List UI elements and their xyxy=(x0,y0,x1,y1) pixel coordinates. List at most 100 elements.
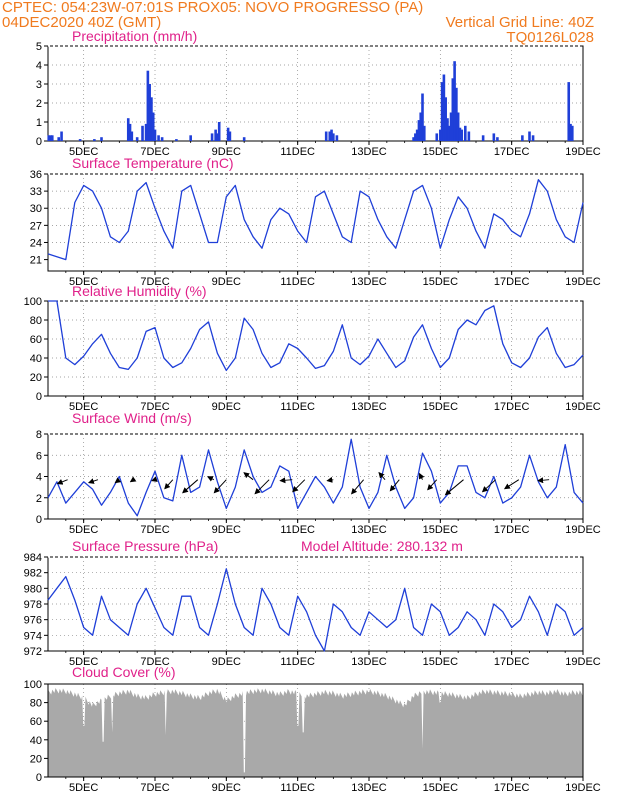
precip-bar xyxy=(531,135,535,141)
panel-frame xyxy=(47,173,584,272)
precip-bar xyxy=(456,112,460,141)
precip-bar xyxy=(324,131,328,141)
wind-arrow xyxy=(444,479,464,496)
y-tick-label: 4 xyxy=(36,472,42,484)
precip-bar xyxy=(528,131,531,141)
wind-arrow xyxy=(56,479,68,485)
precip-bar xyxy=(175,139,178,141)
precip-bar xyxy=(216,133,219,141)
wind-arrow xyxy=(164,479,174,490)
x-tick-label: 9DEC xyxy=(212,401,241,413)
x-tick-label: 13DEC xyxy=(351,276,387,288)
precip-bar xyxy=(496,137,499,141)
wind-arrow xyxy=(419,472,425,480)
precip-bar xyxy=(330,129,333,141)
x-tick-label: 15DEC xyxy=(423,276,459,288)
y-tick-label: 100 xyxy=(24,296,42,308)
precip-bar xyxy=(439,129,442,141)
x-tick-label: 7DEC xyxy=(140,782,169,794)
precip-bar xyxy=(146,70,150,141)
precip-bar xyxy=(130,131,134,141)
precip-bar xyxy=(151,112,155,141)
header-datetime: 04DEC2020 40Z (GMT) xyxy=(2,14,162,31)
precip-bar xyxy=(464,125,467,141)
precip-bar xyxy=(446,118,449,141)
precip-bar xyxy=(455,87,458,141)
x-tick-label: 19DEC xyxy=(565,782,601,794)
x-tick-label: 15DEC xyxy=(423,146,459,158)
x-tick-label: 7DEC xyxy=(140,276,169,288)
x-tick-label: 15DEC xyxy=(423,401,459,413)
x-tick-label: 13DEC xyxy=(351,782,387,794)
precip-bar xyxy=(153,129,157,141)
precip-bar xyxy=(49,135,53,141)
wind-arrow xyxy=(326,476,334,483)
y-tick-label: 36 xyxy=(30,169,42,181)
y-tick-label: 27 xyxy=(30,220,42,232)
panel-title: Relative Humidity (%) xyxy=(72,283,207,299)
x-tick-label: 17DEC xyxy=(494,401,530,413)
x-tick-label: 7DEC xyxy=(140,146,169,158)
x-tick-label: 5DEC xyxy=(69,782,98,794)
cloud-area xyxy=(48,688,583,777)
header-station-line: CPTEC: 054:23W-07:01S PROX05: NOVO PROGR… xyxy=(2,0,424,16)
panel-3: 0 20 40 60 80 100 5DEC 7DEC 9DEC 11DEC 13DEC 15DEC 1… xyxy=(24,283,601,413)
precip-bar xyxy=(415,129,419,141)
precip-bar xyxy=(449,112,453,141)
x-tick-label: 9DEC xyxy=(212,524,241,536)
precip-bar xyxy=(417,120,421,141)
precip-bar xyxy=(157,135,160,141)
wind-arrow xyxy=(279,477,293,484)
wind-arrow xyxy=(427,479,438,491)
wind-arrow xyxy=(503,479,520,490)
series-line xyxy=(47,179,584,261)
y-tick-label: 6 xyxy=(36,450,42,462)
header-model-id: TQ0126L028 xyxy=(506,29,594,46)
x-tick-label: 17DEC xyxy=(494,656,530,668)
y-tick-label: 0 xyxy=(36,514,42,526)
precip-bar xyxy=(521,135,524,141)
precip-bar xyxy=(226,127,230,141)
y-tick-label: 20 xyxy=(30,753,42,765)
panel-title: Surface Wind (m/s) xyxy=(72,410,192,426)
precip-bar xyxy=(217,122,221,141)
y-tick-label: 5 xyxy=(36,41,42,53)
x-tick-label: 17DEC xyxy=(494,782,530,794)
precip-bar xyxy=(458,127,462,141)
panel-2: 21 24 27 30 33 36 5DEC 7DEC 9DEC 11DEC 13DEC 15DEC 1… xyxy=(30,155,601,288)
y-tick-label: 40 xyxy=(30,353,42,365)
precip-bar xyxy=(135,137,139,141)
precip-bar xyxy=(93,139,96,141)
header-grid-line-note: Vertical Grid Line: 40Z xyxy=(445,14,594,31)
x-tick-label: 9DEC xyxy=(212,146,241,158)
wind-arrow xyxy=(206,476,215,482)
x-tick-label: 11DEC xyxy=(280,401,315,413)
x-tick-label: 5DEC xyxy=(69,656,98,668)
precip-bar xyxy=(242,137,246,141)
series-line xyxy=(47,438,584,517)
precip-bar xyxy=(460,129,464,141)
wind-arrow xyxy=(389,479,400,492)
x-tick-label: 9DEC xyxy=(212,276,241,288)
x-tick-label: 9DEC xyxy=(212,782,241,794)
x-tick-label: 19DEC xyxy=(565,276,601,288)
y-tick-label: 20 xyxy=(30,372,42,384)
wind-arrow xyxy=(213,479,227,494)
x-tick-label: 11DEC xyxy=(280,146,315,158)
x-tick-label: 13DEC xyxy=(351,401,387,413)
x-tick-label: 17DEC xyxy=(494,146,530,158)
precip-bar xyxy=(444,97,447,141)
precip-bar xyxy=(481,135,485,141)
y-tick-label: 21 xyxy=(30,255,42,267)
y-tick-label: 24 xyxy=(30,237,42,249)
x-tick-label: 11DEC xyxy=(280,524,315,536)
x-tick-label: 17DEC xyxy=(494,524,530,536)
y-tick-label: 8 xyxy=(36,429,42,441)
precip-bar xyxy=(492,133,496,141)
panel-4: 0 2 4 6 8 5DEC 7DEC 9DEC 11DEC 13DEC 15DEC 17DEC 19D… xyxy=(36,410,601,536)
x-tick-label: 7DEC xyxy=(140,401,169,413)
wind-arrow xyxy=(292,479,306,493)
precip-bar xyxy=(328,131,332,141)
precip-bar xyxy=(422,125,426,141)
y-tick-label: 980 xyxy=(24,583,42,595)
